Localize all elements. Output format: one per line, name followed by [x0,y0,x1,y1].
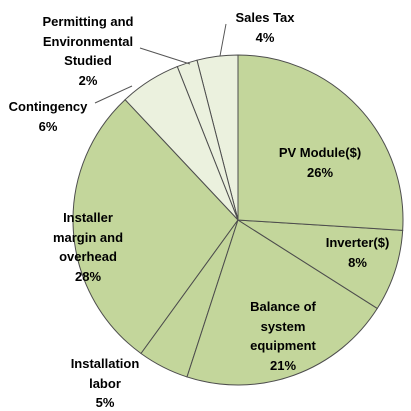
category-label: Installer margin and overhead [52,210,124,264]
value-label: 26% [306,164,334,180]
value-label: 28% [74,268,102,284]
category-label: Inverter($) [325,235,390,250]
slice-label: PV Module($) 26% [260,143,380,182]
slice-label: Sales Tax 4% [225,8,305,47]
value-label: 8% [348,254,367,270]
value-label: 21% [269,357,297,373]
leader-line [219,23,227,57]
value-label: 6% [38,118,58,134]
leader-line [139,47,191,65]
category-label: PV Module($) [278,145,362,160]
pie-slice [237,54,404,231]
category-label: Contingency [8,99,88,114]
leader-line [94,85,133,104]
category-label: Sales Tax [235,10,295,25]
slice-label: Balance of system equipment 21% [238,297,328,375]
slice-label: Permitting and Environmental Studied 2% [32,12,144,90]
value-label: 5% [95,395,115,410]
value-label: 4% [255,29,275,45]
slice-label: Inverter($) 8% [310,233,405,272]
slice-label: Contingency 6% [0,97,96,136]
value-label: 2% [78,72,98,88]
pie-slice [186,219,379,386]
slice-label: Installation labor 5% [60,354,150,411]
slice-label: Installer margin and overhead 28% [42,208,134,286]
category-label: Balance of system equipment [250,299,316,353]
category-label: Installation labor [70,356,140,391]
category-label: Permitting and Environmental Studied [42,14,134,68]
pie-slice [72,99,239,355]
